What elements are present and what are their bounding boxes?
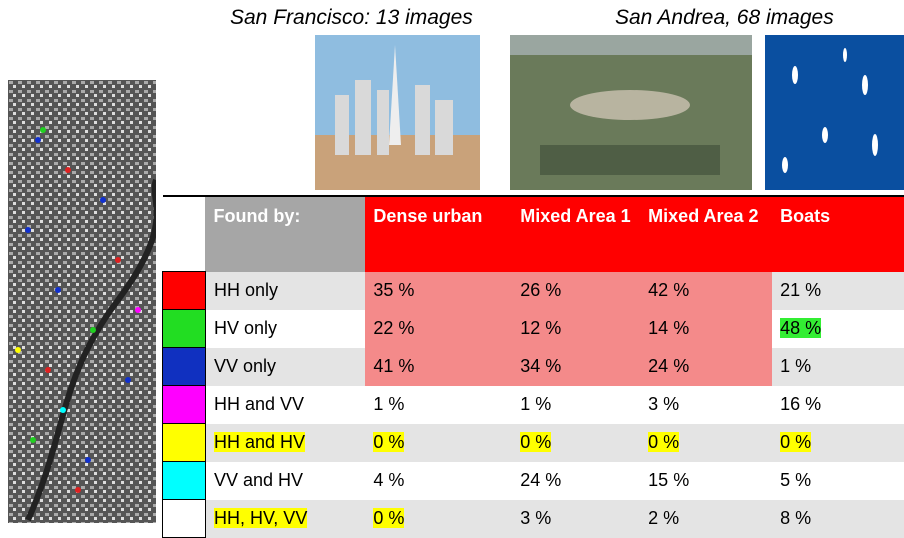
- table-cell: 5 %: [772, 462, 904, 500]
- cell-text: 5 %: [780, 470, 811, 490]
- table-cell: HH and VV: [205, 386, 365, 424]
- table-cell: 34 %: [512, 348, 640, 386]
- color-swatch: [163, 500, 206, 538]
- cell-text: 1 %: [780, 356, 811, 376]
- cell-text: 3 %: [648, 394, 679, 414]
- cell-text: 0 %: [780, 432, 811, 452]
- cell-text: 24 %: [648, 356, 689, 376]
- sar-image: [8, 80, 156, 523]
- cell-text: HV only: [214, 318, 277, 338]
- table-row: HV only 22 % 12 % 14 % 48 %: [163, 310, 904, 348]
- cell-text: 16 %: [780, 394, 821, 414]
- header-cell: Boats: [772, 196, 904, 272]
- cell-text: 1 %: [373, 394, 404, 414]
- cell-text: 35 %: [373, 280, 414, 300]
- cell-text: 24 %: [520, 470, 561, 490]
- table-cell: HH, HV, VV: [205, 500, 365, 538]
- table-cell: 1 %: [365, 386, 512, 424]
- table-cell: 21 %: [772, 272, 904, 310]
- table-cell: HH and HV: [205, 424, 365, 462]
- color-swatch: [163, 424, 206, 462]
- table-cell: 0 %: [772, 424, 904, 462]
- table-cell: VV and HV: [205, 462, 365, 500]
- boats-photo: [765, 35, 904, 190]
- table-cell: 0 %: [640, 424, 772, 462]
- cell-text: 21 %: [780, 280, 821, 300]
- cell-text: 0 %: [520, 432, 551, 452]
- cell-text: VV and HV: [214, 470, 303, 490]
- table-cell: HV only: [205, 310, 365, 348]
- cell-text: HH and HV: [214, 432, 305, 452]
- caption: San Andrea, 68 images: [615, 6, 834, 30]
- table-cell: 1 %: [512, 386, 640, 424]
- table-cell: 22 %: [365, 310, 512, 348]
- cell-text: 14 %: [648, 318, 689, 338]
- header-cell: Mixed Area 2: [640, 196, 772, 272]
- cell-text: 34 %: [520, 356, 561, 376]
- cell-text: 26 %: [520, 280, 561, 300]
- cell-text: 0 %: [373, 432, 404, 452]
- table-cell: 16 %: [772, 386, 904, 424]
- table-cell: 24 %: [640, 348, 772, 386]
- cell-text: 12 %: [520, 318, 561, 338]
- slide: San Francisco: 13 images San Andrea, 68 …: [0, 0, 904, 523]
- color-swatch: [163, 310, 206, 348]
- table-cell: 3 %: [640, 386, 772, 424]
- table-cell: 42 %: [640, 272, 772, 310]
- caption: San Francisco: 13 images: [230, 6, 473, 30]
- cell-text: VV only: [214, 356, 276, 376]
- table-cell: 26 %: [512, 272, 640, 310]
- header-cell: Dense urban: [365, 196, 512, 272]
- table-cell: 35 %: [365, 272, 512, 310]
- cell-text: 22 %: [373, 318, 414, 338]
- table-cell: 12 %: [512, 310, 640, 348]
- table-cell: VV only: [205, 348, 365, 386]
- cell-text: 0 %: [373, 508, 404, 528]
- header-cell: Mixed Area 1: [512, 196, 640, 272]
- cell-text: 15 %: [648, 470, 689, 490]
- city-photo: [315, 35, 480, 190]
- table-cell: 24 %: [512, 462, 640, 500]
- cell-text: 48 %: [780, 318, 821, 338]
- table-cell: 4 %: [365, 462, 512, 500]
- table-cell: 0 %: [512, 424, 640, 462]
- table-row: HH and VV 1 % 1 % 3 % 16 %: [163, 386, 904, 424]
- table-row: HH and HV 0 % 0 % 0 % 0 %: [163, 424, 904, 462]
- color-swatch: [163, 348, 206, 386]
- table-cell: 14 %: [640, 310, 772, 348]
- table-cell: 15 %: [640, 462, 772, 500]
- table-cell: 8 %: [772, 500, 904, 538]
- cell-text: HH and VV: [214, 394, 304, 414]
- table-row: HH only 35 % 26 % 42 % 21 %: [163, 272, 904, 310]
- table-cell: 0 %: [365, 424, 512, 462]
- table-cell: 3 %: [512, 500, 640, 538]
- table-row: HH, HV, VV 0 % 3 % 2 % 8 %: [163, 500, 904, 538]
- table-cell: 0 %: [365, 500, 512, 538]
- header-cell: Found by:: [205, 196, 365, 272]
- table-cell: HH only: [205, 272, 365, 310]
- area-photo: [510, 35, 752, 190]
- cell-text: 8 %: [780, 508, 811, 528]
- cell-text: 2 %: [648, 508, 679, 528]
- cell-text: 3 %: [520, 508, 551, 528]
- cell-text: 4 %: [373, 470, 404, 490]
- cell-text: HH only: [214, 280, 278, 300]
- cell-text: HH, HV, VV: [214, 508, 307, 528]
- table-row: VV and HV 4 % 24 % 15 % 5 %: [163, 462, 904, 500]
- color-swatch: [163, 272, 206, 310]
- cell-text: 41 %: [373, 356, 414, 376]
- table-cell: 1 %: [772, 348, 904, 386]
- color-swatch: [163, 462, 206, 500]
- table-row: VV only 41 % 34 % 24 % 1 %: [163, 348, 904, 386]
- table-cell: 41 %: [365, 348, 512, 386]
- cell-text: 42 %: [648, 280, 689, 300]
- cell-text: 1 %: [520, 394, 551, 414]
- color-swatch: [163, 386, 206, 424]
- table-cell: 48 %: [772, 310, 904, 348]
- cell-text: 0 %: [648, 432, 679, 452]
- table-cell: 2 %: [640, 500, 772, 538]
